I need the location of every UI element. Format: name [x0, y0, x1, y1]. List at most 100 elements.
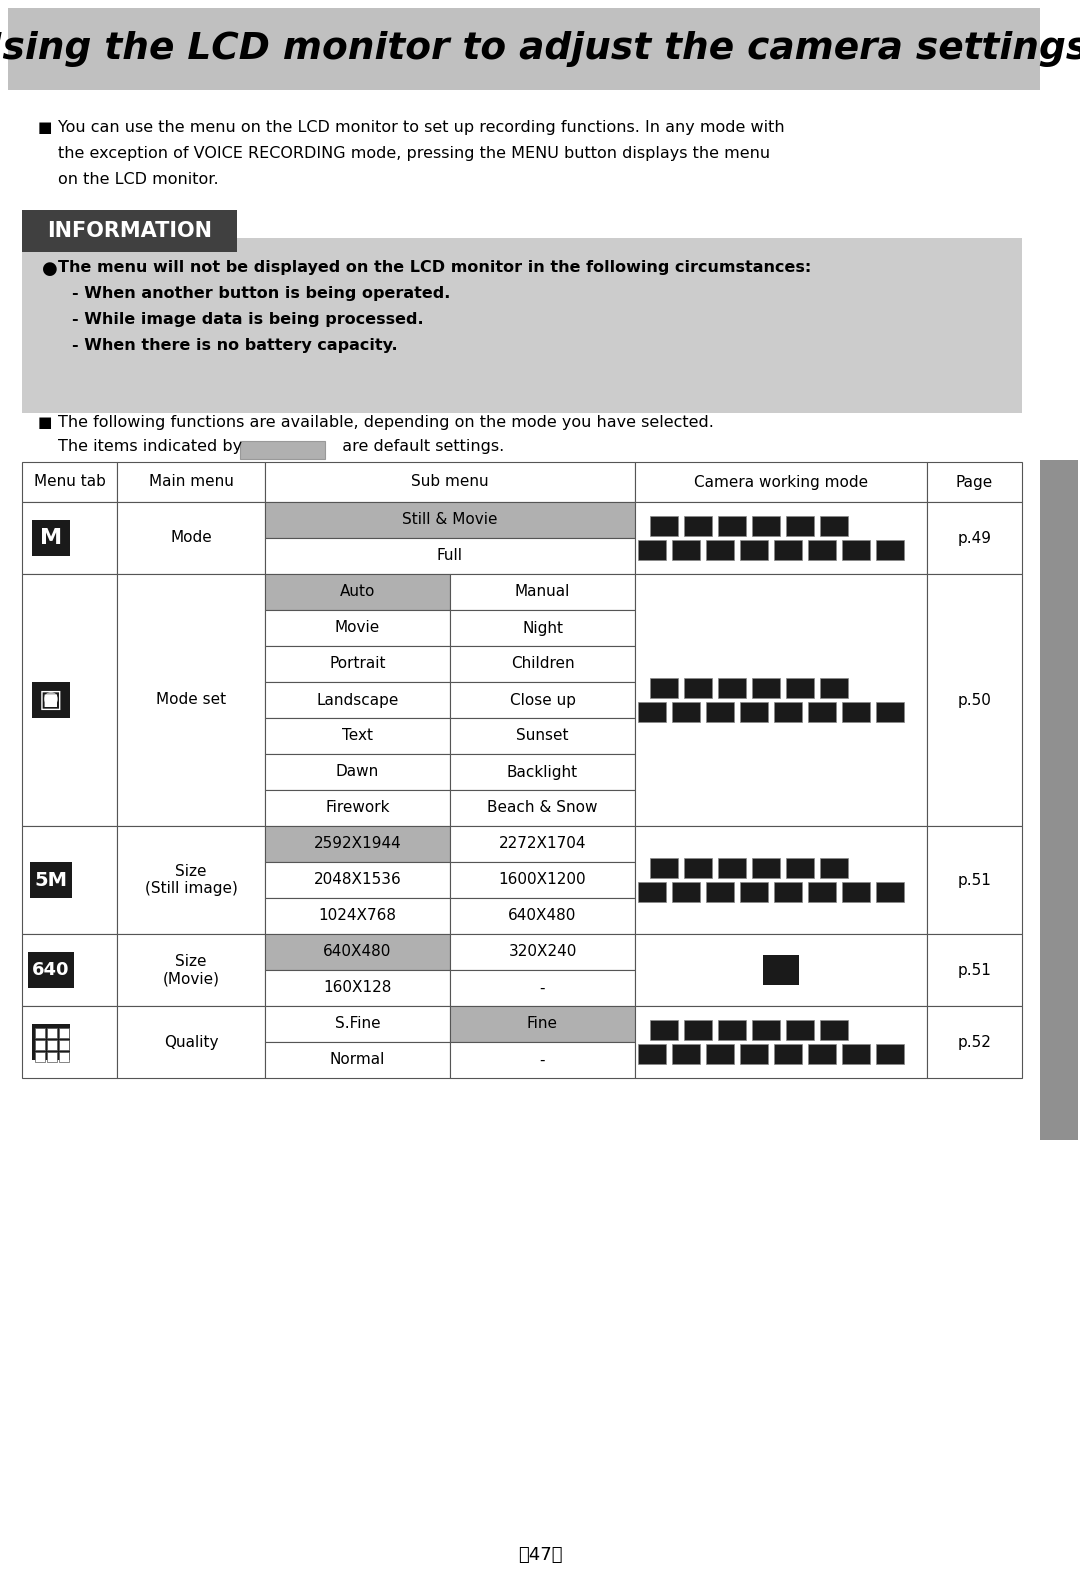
Bar	[774, 1045, 802, 1064]
Bar	[786, 857, 814, 878]
Bar	[706, 702, 734, 723]
Bar	[752, 517, 780, 536]
Text: 1024X768: 1024X768	[319, 908, 396, 924]
Text: 2048X1536: 2048X1536	[313, 872, 402, 888]
Text: You can use the menu on the LCD monitor to set up recording functions. In any mo: You can use the menu on the LCD monitor …	[58, 120, 785, 135]
Bar	[842, 1045, 870, 1064]
Bar	[265, 647, 450, 682]
Text: Text: Text	[342, 729, 373, 743]
Bar	[752, 678, 780, 697]
Text: Full: Full	[437, 548, 463, 564]
Bar	[672, 540, 700, 560]
Bar	[774, 881, 802, 902]
Bar	[774, 702, 802, 723]
Bar	[762, 956, 799, 984]
Bar	[684, 517, 712, 536]
Bar	[265, 754, 450, 789]
Bar	[117, 1006, 265, 1078]
Bar	[48, 1040, 57, 1049]
Bar	[718, 517, 746, 536]
Text: Auto: Auto	[340, 585, 375, 599]
Text: 〈47〉: 〈47〉	[517, 1545, 563, 1564]
Bar	[117, 502, 265, 574]
Bar	[786, 517, 814, 536]
Bar	[718, 1021, 746, 1040]
Bar	[265, 718, 450, 754]
Circle shape	[44, 693, 58, 705]
Text: ▣: ▣	[39, 688, 63, 712]
Text: Page: Page	[956, 474, 994, 490]
Bar	[635, 1006, 927, 1078]
Bar	[706, 881, 734, 902]
Bar	[638, 881, 666, 902]
Bar	[265, 461, 635, 502]
Bar	[927, 461, 1022, 502]
Bar	[22, 574, 117, 826]
Text: 1600X1200: 1600X1200	[499, 872, 586, 888]
Text: 640X480: 640X480	[509, 908, 577, 924]
Text: Mode: Mode	[171, 531, 212, 545]
Bar	[635, 826, 927, 934]
Bar	[265, 1006, 450, 1041]
Text: Normal: Normal	[329, 1052, 386, 1068]
Bar	[32, 682, 70, 718]
Bar	[22, 209, 237, 252]
Bar	[876, 1045, 904, 1064]
Text: -: -	[540, 981, 545, 995]
Bar	[638, 1045, 666, 1064]
Bar	[265, 574, 450, 610]
Text: Quality: Quality	[164, 1035, 218, 1049]
Text: 640X480: 640X480	[323, 945, 392, 959]
Text: Portrait: Portrait	[329, 656, 386, 672]
Text: - When another button is being operated.: - When another button is being operated.	[72, 285, 450, 301]
Bar	[117, 574, 265, 826]
Bar	[32, 1024, 70, 1060]
Bar	[450, 862, 635, 899]
Bar	[842, 702, 870, 723]
Bar	[718, 857, 746, 878]
Bar	[32, 520, 70, 556]
Bar	[59, 1052, 69, 1062]
Bar	[684, 1021, 712, 1040]
Text: The menu will not be displayed on the LCD monitor in the following circumstances: The menu will not be displayed on the LC…	[58, 260, 811, 276]
Bar	[450, 789, 635, 826]
Text: Night: Night	[522, 620, 563, 636]
Text: M: M	[40, 528, 62, 548]
Bar	[842, 881, 870, 902]
Text: 640: 640	[32, 961, 70, 980]
Text: Backlight: Backlight	[507, 764, 578, 780]
Bar	[265, 1041, 450, 1078]
Bar	[808, 1045, 836, 1064]
Bar	[718, 678, 746, 697]
Bar	[28, 953, 75, 987]
Bar	[706, 540, 734, 560]
Text: 2592X1944: 2592X1944	[313, 837, 402, 851]
Bar	[638, 702, 666, 723]
Bar	[927, 574, 1022, 826]
Bar	[265, 862, 450, 899]
Text: -: -	[540, 1052, 545, 1068]
Text: on the LCD monitor.: on the LCD monitor.	[58, 173, 218, 187]
Bar	[927, 1006, 1022, 1078]
Bar	[450, 682, 635, 718]
Text: - While image data is being processed.: - While image data is being processed.	[72, 312, 423, 327]
Circle shape	[48, 694, 55, 704]
Bar	[820, 1021, 848, 1040]
Bar	[117, 826, 265, 934]
Bar	[35, 1029, 45, 1038]
Text: Landscape: Landscape	[316, 693, 399, 707]
Bar	[265, 789, 450, 826]
Bar	[265, 610, 450, 647]
Bar	[740, 1045, 768, 1064]
Text: ■: ■	[38, 415, 52, 430]
Bar	[638, 540, 666, 560]
Text: The items indicated by: The items indicated by	[58, 439, 242, 453]
Text: Fine: Fine	[527, 1016, 558, 1032]
Bar	[650, 857, 678, 878]
Bar	[876, 702, 904, 723]
Bar	[650, 678, 678, 697]
Bar	[1040, 460, 1078, 1140]
Bar	[450, 647, 635, 682]
Bar	[672, 881, 700, 902]
Text: Sunset: Sunset	[516, 729, 569, 743]
